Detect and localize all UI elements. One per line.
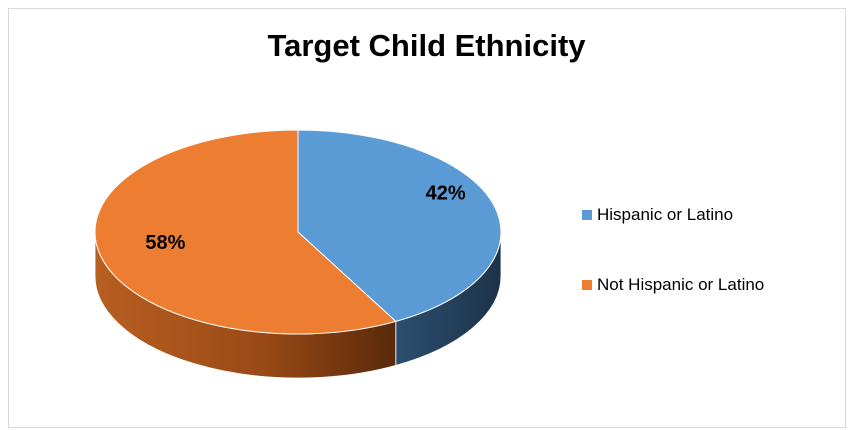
chart-title: Target Child Ethnicity [267, 28, 586, 63]
legend-item-not-hispanic: Not Hispanic or Latino [582, 275, 764, 295]
legend-swatch [582, 210, 592, 220]
data-label-not-hispanic: 58% [145, 232, 185, 254]
legend-label: Hispanic or Latino [597, 205, 734, 224]
data-label-hispanic: 42% [426, 183, 466, 205]
legend-item-hispanic: Hispanic or Latino [582, 205, 764, 225]
chart-legend: Hispanic or Latino Not Hispanic or Latin… [582, 205, 764, 345]
legend-swatch [582, 280, 592, 290]
pie-slice-hispanic [297, 129, 502, 322]
legend-label: Not Hispanic or Latino [597, 275, 765, 294]
pie-slice-not-hispanic [94, 129, 397, 335]
